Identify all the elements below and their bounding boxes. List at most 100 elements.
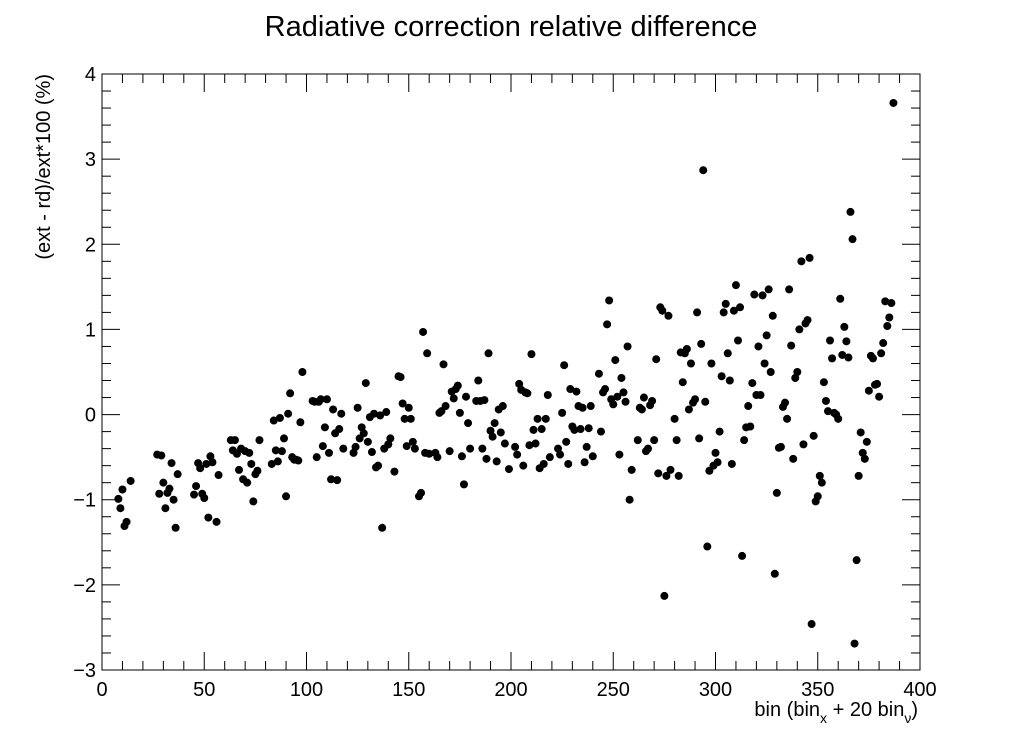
data-point (815, 471, 824, 480)
data-point (729, 306, 738, 315)
data-point (171, 523, 180, 532)
data-point (441, 402, 450, 411)
data-point (363, 437, 372, 446)
data-point (541, 414, 550, 423)
data-point (566, 385, 575, 394)
data-point (809, 431, 818, 440)
data-point (836, 294, 845, 303)
data-point (766, 368, 775, 376)
data-point (615, 450, 624, 459)
data-point (799, 440, 808, 449)
data-point (275, 413, 284, 422)
data-point (202, 459, 211, 468)
data-point (539, 459, 548, 468)
data-point (339, 444, 348, 453)
data-point (367, 448, 376, 457)
data-point (601, 385, 610, 394)
data-point (699, 166, 708, 175)
data-point (118, 485, 127, 494)
data-point (875, 392, 884, 401)
data-point (828, 354, 837, 363)
data-point (617, 373, 626, 382)
data-point (273, 457, 282, 466)
data-point (576, 425, 585, 434)
data-point (578, 403, 587, 412)
data-point (772, 488, 781, 497)
data-point (650, 436, 659, 445)
data-point (877, 349, 886, 358)
data-point (682, 345, 691, 354)
data-point (596, 427, 605, 436)
data-point (652, 355, 661, 364)
data-point (243, 478, 252, 487)
x-tick-label: 200 (494, 679, 527, 701)
data-point (114, 494, 123, 503)
data-point (838, 350, 847, 359)
data-point (793, 368, 802, 376)
data-point (167, 459, 176, 468)
data-point (860, 454, 869, 463)
data-point (785, 285, 794, 294)
y-tick-label: 1 (85, 319, 96, 341)
data-point (335, 425, 344, 434)
data-point (670, 414, 679, 423)
data-point (500, 439, 509, 448)
x-tick-label: 50 (193, 679, 215, 701)
x-tick-label: 100 (290, 679, 323, 701)
data-point (277, 447, 286, 456)
data-point (686, 359, 695, 368)
y-axis-label: (ext - rd)/ext*100 (%) (33, 74, 55, 260)
data-point (556, 450, 565, 459)
data-point (594, 369, 603, 378)
x-axis-tick-labels: 0 50 100 150 200 250 300 350 400 (96, 679, 936, 701)
data-point (531, 439, 540, 448)
data-point (672, 436, 681, 445)
data-point (723, 349, 732, 358)
data-point (821, 396, 830, 405)
data-point (852, 556, 861, 565)
data-point (633, 436, 642, 445)
data-point (298, 368, 307, 376)
data-point (744, 402, 753, 411)
data-point (196, 464, 205, 473)
data-point (116, 504, 125, 513)
data-point (733, 336, 742, 345)
data-point (398, 399, 407, 408)
data-point (267, 459, 276, 468)
y-tick-label: 2 (85, 234, 96, 256)
data-point (873, 379, 882, 388)
data-point (282, 492, 291, 501)
data-point (558, 408, 567, 417)
data-point (621, 397, 630, 406)
data-point (327, 475, 336, 484)
data-point (157, 451, 166, 460)
x-tick-label: 300 (699, 679, 732, 701)
data-point (701, 397, 710, 406)
data-point (402, 442, 411, 451)
y-tick-label: 4 (85, 64, 96, 86)
data-point (623, 342, 632, 351)
x-tick-label: 0 (96, 679, 107, 701)
data-point (695, 434, 704, 443)
data-point (284, 409, 293, 418)
data-point (611, 356, 620, 365)
data-point (333, 476, 342, 485)
data-point (294, 456, 303, 465)
data-point (496, 428, 505, 437)
data-point (826, 336, 835, 345)
data-point (419, 327, 428, 336)
data-point (410, 444, 419, 453)
data-point (537, 425, 546, 434)
data-point (654, 469, 663, 478)
data-point (731, 281, 740, 290)
data-point (817, 478, 826, 487)
data-point (433, 453, 442, 462)
data-point (666, 465, 675, 474)
data-points (114, 98, 898, 648)
data-point (155, 489, 164, 498)
data-point (660, 591, 669, 600)
data-point (423, 349, 432, 358)
data-point (703, 542, 712, 551)
data-point (126, 476, 135, 485)
data-point (400, 414, 409, 423)
